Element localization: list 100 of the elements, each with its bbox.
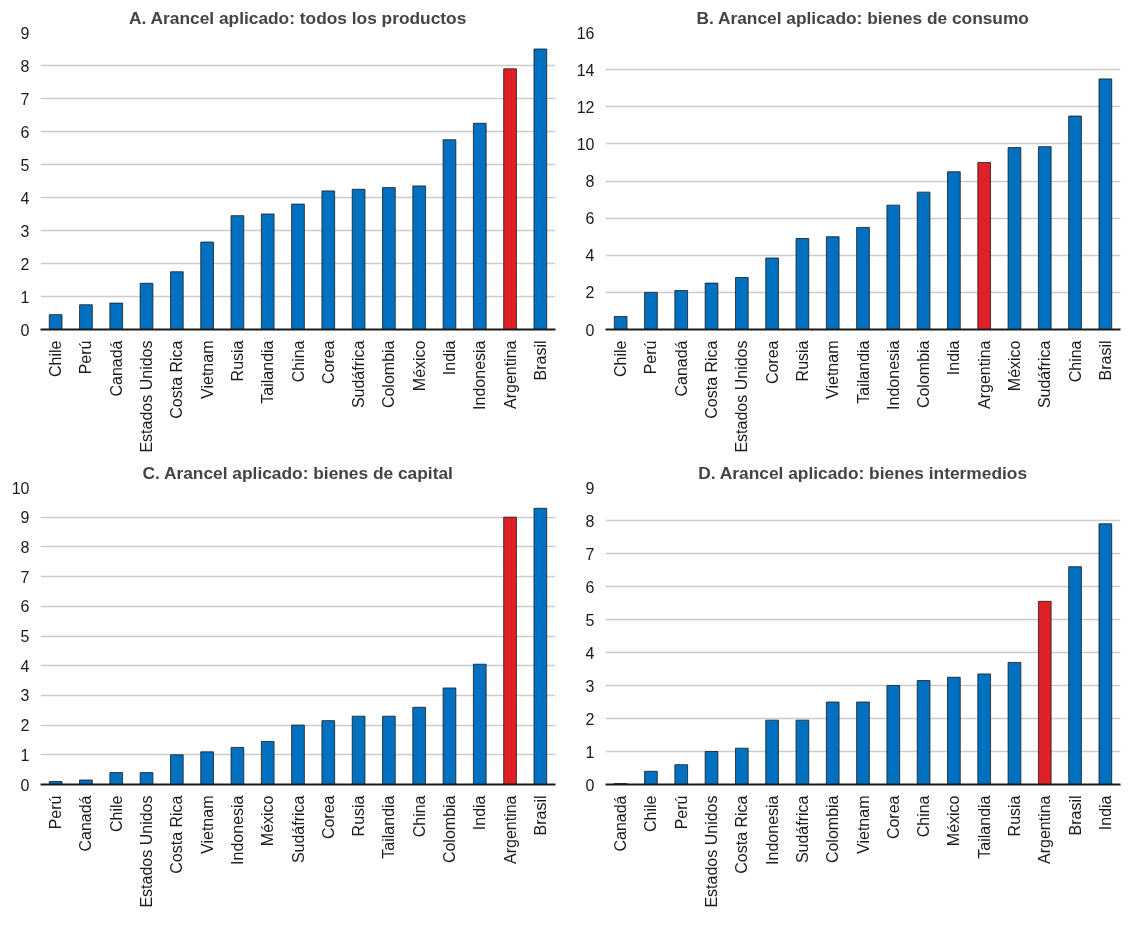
x-tick-label: Costa Rica — [703, 340, 721, 419]
x-tick-label: Corea — [319, 340, 337, 385]
x-tick-label: Colombia — [915, 340, 933, 409]
x-tick-label: Canadá — [612, 795, 630, 852]
chart-title: B. Arancel aplicado: bienes de consumo — [696, 7, 1029, 28]
x-tick-label: Chile — [107, 795, 125, 832]
y-tick-label: 0 — [585, 776, 595, 794]
x-tick-label: Colombia — [380, 340, 398, 409]
x-tick-label: Corea — [763, 340, 781, 385]
y-tick-label: 4 — [585, 247, 595, 265]
x-tick-label: Colombia — [440, 795, 458, 864]
y-tick-label: 2 — [20, 255, 30, 273]
y-tick-label: 9 — [585, 479, 595, 497]
x-tick-label: Rusia — [350, 795, 368, 837]
y-tick-label: 10 — [576, 135, 595, 153]
x-tick-label: India — [440, 340, 458, 376]
y-tick-label: 2 — [585, 710, 595, 728]
x-tick-label: México — [259, 795, 277, 847]
chart-title: A. Arancel aplicado: todos los productos — [129, 7, 467, 28]
y-tick-label: 7 — [585, 545, 595, 563]
x-tick-label: Sudáfrica — [289, 795, 307, 864]
y-tick-label: 1 — [20, 746, 30, 764]
x-tick-label: Tailandia — [380, 795, 398, 859]
y-tick-label: 14 — [576, 61, 595, 79]
x-tick-label: Costa Rica — [168, 340, 186, 419]
y-tick-label: 0 — [20, 776, 30, 794]
x-tick-label: Perú — [642, 340, 660, 375]
y-tick-label: 7 — [20, 568, 30, 586]
y-tick-label: 4 — [20, 189, 30, 207]
y-tick-label: 5 — [585, 611, 595, 629]
x-tick-label: Vietnam — [824, 340, 842, 399]
x-tick-label: Brasil — [1066, 795, 1084, 836]
x-tick-label: Rusia — [1005, 795, 1023, 837]
x-tick-label: Rusia — [793, 340, 811, 382]
y-tick-label: 0 — [585, 321, 595, 339]
x-tick-label: India — [471, 795, 489, 831]
y-tick-label: 8 — [20, 538, 30, 556]
x-tick-label: Costa Rica — [733, 795, 751, 874]
x-tick-label: Argentina — [975, 340, 993, 409]
x-tick-label: Vietnam — [854, 795, 872, 854]
x-tick-label: Indonesia — [763, 795, 781, 865]
x-tick-label: Estados Unidos — [138, 340, 156, 453]
x-tick-label: Corea — [319, 795, 337, 840]
x-tick-label: México — [945, 795, 963, 847]
chart-title: C. Arancel aplicado: bienes de capital — [142, 462, 453, 483]
x-tick-label: México — [1005, 340, 1023, 392]
y-tick-label: 3 — [585, 677, 595, 695]
x-tick-label: China — [410, 795, 428, 838]
x-tick-label: Costa Rica — [168, 795, 186, 874]
x-tick-label: Canadá — [107, 340, 125, 397]
x-tick-label: Brasil — [531, 795, 549, 836]
y-tick-label: 6 — [585, 210, 595, 228]
x-tick-label: Vietnam — [198, 795, 216, 854]
y-tick-label: 6 — [585, 578, 595, 596]
y-tick-label: 2 — [585, 284, 595, 302]
y-tick-label: 8 — [20, 57, 30, 75]
y-tick-label: 9 — [20, 509, 30, 527]
x-tick-label: Brasil — [531, 340, 549, 381]
y-tick-label: 0 — [20, 321, 30, 339]
x-tick-label: Indonesia — [471, 340, 489, 410]
y-tick-label: 8 — [585, 512, 595, 530]
x-tick-label: Estados Unidos — [733, 340, 751, 453]
y-tick-label: 8 — [585, 173, 595, 190]
y-tick-label: 2 — [20, 717, 30, 735]
x-tick-label: Sudáfrica — [793, 795, 811, 864]
x-tick-label: Corea — [884, 795, 902, 840]
y-tick-label: 9 — [20, 24, 30, 42]
x-tick-label: Chile — [642, 795, 660, 832]
x-tick-label: China — [1066, 340, 1084, 383]
x-tick-label: Argentina — [1036, 795, 1054, 864]
x-tick-label: Perú — [47, 795, 65, 830]
x-tick-label: Perú — [77, 340, 95, 375]
x-tick-label: Chile — [612, 340, 630, 377]
x-tick-label: Canadá — [77, 795, 95, 852]
y-tick-label: 7 — [20, 90, 30, 108]
x-tick-label: Argentina — [501, 795, 519, 864]
x-tick-label: Estados Unidos — [138, 795, 156, 908]
x-tick-label: Brasil — [1096, 340, 1114, 381]
y-tick-label: 1 — [585, 743, 595, 761]
y-tick-label: 3 — [20, 687, 30, 705]
x-tick-label: Estados Unidos — [703, 795, 721, 908]
x-tick-label: India — [945, 340, 963, 376]
x-tick-label: Perú — [672, 795, 690, 830]
x-tick-label: India — [1096, 795, 1114, 831]
x-tick-label: Tailandia — [854, 340, 872, 404]
x-tick-label: China — [289, 340, 307, 383]
x-tick-label: Tailandia — [975, 795, 993, 859]
y-tick-label: 6 — [20, 123, 30, 141]
x-tick-label: México — [410, 340, 428, 392]
x-tick-label: Argentina — [501, 340, 519, 409]
x-tick-label: Rusia — [228, 340, 246, 382]
x-tick-label: Indonesia — [228, 795, 246, 865]
x-tick-label: Canadá — [672, 340, 690, 397]
x-tick-label: Colombia — [824, 795, 842, 864]
y-tick-label: 5 — [20, 628, 30, 645]
x-tick-label: Sudáfrica — [1036, 340, 1054, 409]
x-tick-label: Indonesia — [884, 340, 902, 410]
x-tick-label: China — [915, 795, 933, 838]
y-tick-label: 3 — [20, 222, 30, 240]
y-tick-label: 1 — [20, 288, 30, 306]
